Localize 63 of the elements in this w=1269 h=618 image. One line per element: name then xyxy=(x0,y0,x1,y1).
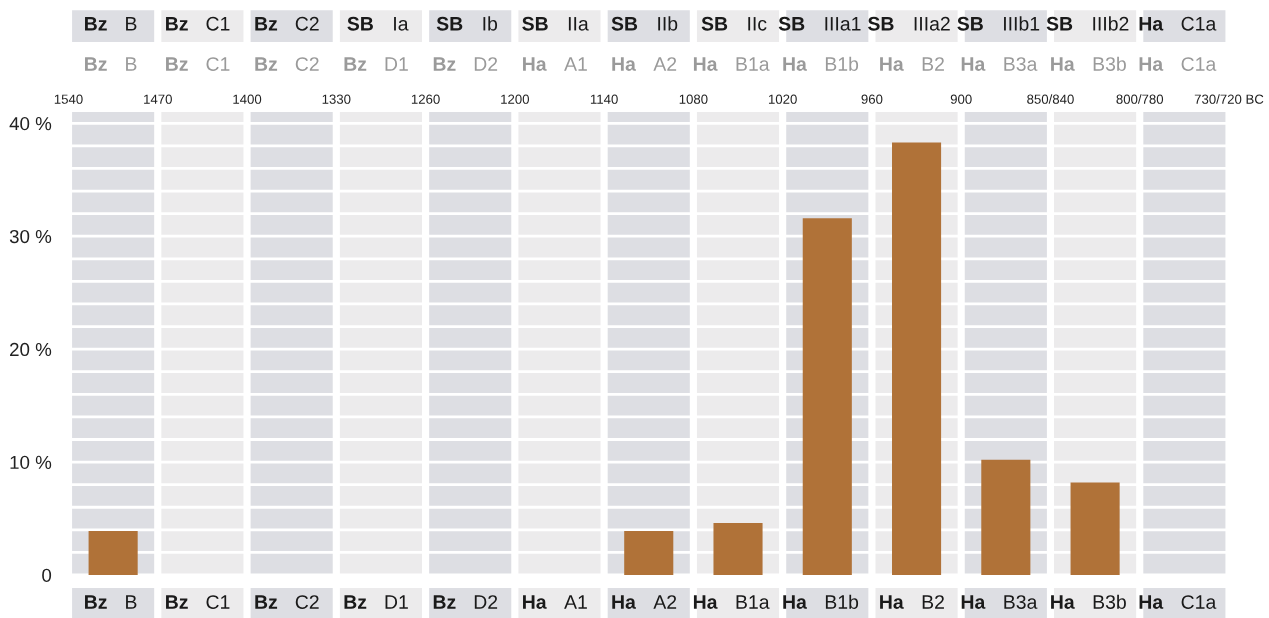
text: Ha B1b xyxy=(783,56,859,71)
bar xyxy=(981,459,1031,575)
text: SB IIIa1 xyxy=(778,16,861,31)
x-tick-label: Ha B3b xyxy=(1051,594,1126,609)
text: Bz D2 xyxy=(433,57,498,71)
text: 1080 xyxy=(679,94,708,104)
text: Ha A2 xyxy=(612,57,677,71)
text: Ha B2 xyxy=(880,57,944,71)
text: SB IIa xyxy=(522,16,589,31)
x-tick-label: Bz D2 xyxy=(433,595,498,609)
text: SB IIb xyxy=(611,16,678,31)
text: Bz C2 xyxy=(255,57,319,71)
text: 1200 xyxy=(501,94,530,104)
y-tick-label: 0 xyxy=(42,568,52,582)
text: Ha B1a xyxy=(693,57,770,71)
text: 1400 xyxy=(233,94,262,104)
text: Ha C1a xyxy=(1139,57,1217,71)
text: 900 xyxy=(950,94,972,104)
y-tick-label: 20 % xyxy=(10,342,52,357)
text: Bz C1 xyxy=(166,57,230,71)
x-tick-label: Ha B1a xyxy=(693,595,770,609)
x-tick-label: Ha B2 xyxy=(880,595,944,609)
y-tick-label: 10 % xyxy=(10,455,52,470)
bar xyxy=(1070,482,1120,575)
text: 730/720 BC xyxy=(1194,94,1264,104)
text: 1140 xyxy=(590,94,618,104)
bar xyxy=(88,530,138,575)
text: Ha A1 xyxy=(523,57,587,71)
text: 850/840 xyxy=(1027,94,1074,104)
x-tick-label: Ha C1a xyxy=(1139,595,1217,609)
text: Ha B3a xyxy=(961,57,1038,71)
text: 1330 xyxy=(322,94,351,104)
text: SB IIc xyxy=(701,16,767,31)
bar xyxy=(713,523,763,575)
text: Bz C1 xyxy=(166,16,230,31)
text: Ha C1a xyxy=(1139,16,1217,31)
text: 800/780 xyxy=(1116,94,1164,104)
text: SB IIIa2 xyxy=(868,16,950,31)
text: 1470 xyxy=(144,94,172,104)
text: 1540 xyxy=(54,94,83,104)
x-tick-label: Ha B3a xyxy=(961,595,1038,609)
text: SB Ia xyxy=(347,16,409,31)
y-tick-label: 40 % xyxy=(9,116,52,131)
x-tick-label: Ha A1 xyxy=(523,595,587,609)
text: Bz D1 xyxy=(344,57,408,71)
text: SB Ib xyxy=(436,16,498,31)
text: SB IIIb1 xyxy=(957,16,1040,31)
x-tick-label: Bz C2 xyxy=(255,595,319,609)
text: 1260 xyxy=(411,94,440,104)
y-tick-label: 30 % xyxy=(9,229,52,244)
x-tick-label: Bz B xyxy=(85,595,137,609)
text: 1020 xyxy=(768,94,797,104)
x-tick-label: Ha B1b xyxy=(783,594,859,609)
x-tick-label: Ha A2 xyxy=(612,595,677,609)
text: Bz C2 xyxy=(255,16,319,31)
x-tick-label: Bz C1 xyxy=(166,595,230,609)
x-tick-label: Bz D1 xyxy=(344,595,408,609)
text: Ha B3b xyxy=(1051,56,1126,71)
text: Bz B xyxy=(85,17,137,31)
text: 960 xyxy=(861,94,883,104)
text: SB IIIb2 xyxy=(1046,16,1129,31)
bar xyxy=(624,530,674,575)
text: Bz B xyxy=(85,57,137,71)
